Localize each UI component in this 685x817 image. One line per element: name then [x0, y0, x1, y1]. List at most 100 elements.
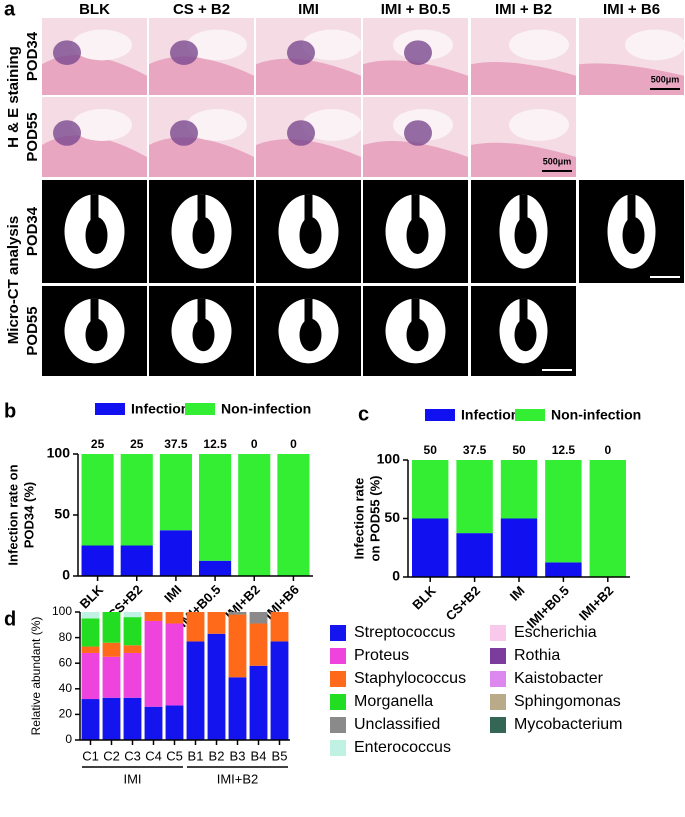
ct-gap [304, 298, 313, 326]
bar-segment [207, 612, 226, 634]
legend-label: Proteus [354, 647, 409, 664]
group-label: IMI [123, 771, 141, 786]
x-tick-label: IMI+B2 [576, 583, 616, 623]
x-tick-label: C3 [124, 748, 141, 763]
ct-hole [299, 318, 322, 352]
ct-gap [411, 298, 420, 326]
y-axis-label: Infection rate [351, 478, 366, 560]
column-header: IMI [298, 1, 319, 18]
legend-label: Infection [461, 407, 519, 423]
he-cavity [302, 109, 362, 141]
legend-label: Unclassified [354, 716, 440, 733]
column-header: BLK [79, 1, 110, 18]
bar-segment [589, 460, 627, 577]
x-tick-label: C4 [145, 748, 162, 763]
bar-segment [165, 705, 184, 740]
x-tick-label: B4 [251, 748, 267, 763]
bar-segment [144, 706, 163, 740]
he-tissue [149, 56, 254, 95]
legend-swatch [490, 625, 506, 641]
bar-segment [102, 697, 121, 740]
bar-segment [500, 518, 538, 577]
he-infiltrate [170, 40, 198, 65]
bar-segment [144, 612, 163, 621]
bar-segment [270, 612, 289, 642]
bar-segment [270, 641, 289, 740]
bar-segment [159, 530, 192, 576]
legend-label: Kaistobacter [514, 670, 604, 687]
legend-swatch [330, 671, 346, 687]
ct-hole [406, 318, 429, 352]
ct-hole [85, 216, 108, 255]
y-tick-label: 0 [62, 567, 70, 583]
he-tissue [42, 135, 147, 177]
row-group-label: Micro-CT analysis [5, 216, 22, 344]
group-label: IMI+B2 [217, 771, 259, 786]
legend-label: Non-infection [221, 401, 311, 417]
bar-segment [545, 460, 582, 563]
bar-segment [238, 454, 271, 576]
x-tick-label: B2 [209, 748, 225, 763]
bar-segment [81, 545, 114, 576]
legend-swatch [490, 694, 506, 710]
column-header: IMI + B0.5 [381, 1, 451, 18]
legend-label: Enterococcus [354, 739, 451, 756]
data-label: 12.5 [203, 437, 227, 451]
bar-segment [545, 562, 582, 577]
ct-hole [514, 216, 537, 255]
he-infiltrate [170, 120, 198, 146]
legend-label: Sphingomonas [514, 693, 621, 710]
bar-segment [81, 699, 100, 740]
ct-gap [90, 194, 99, 226]
y-tick-label: 0 [392, 568, 400, 584]
data-label: 0 [290, 437, 297, 451]
ct-hole [192, 216, 215, 255]
row-label: POD55 [24, 112, 41, 161]
ct-hole [299, 216, 322, 255]
row-label: POD34 [24, 206, 41, 256]
bar-segment [277, 454, 310, 576]
data-label: 25 [130, 437, 144, 451]
legend-label: Staphylococcus [354, 670, 466, 687]
bar-segment [123, 612, 142, 618]
data-label: 50 [424, 443, 438, 457]
panel-label: a [4, 0, 16, 20]
y-axis-label: Infection rate on [5, 464, 20, 565]
y-tick-label: 100 [47, 445, 71, 461]
he-cavity [509, 29, 569, 61]
bar-segment [81, 454, 114, 546]
bar-segment [81, 652, 100, 700]
column-header: IMI + B2 [495, 1, 552, 18]
x-tick-label: C1 [82, 748, 99, 763]
x-tick-label: CS+B2 [443, 583, 484, 624]
scale-bar-label: 500μm [651, 74, 680, 84]
legend-swatch [95, 403, 125, 415]
legend-swatch [330, 740, 346, 756]
legend-label: Escherichia [514, 624, 597, 641]
legend-swatch [515, 409, 545, 421]
bar-segment [500, 460, 538, 519]
legend-swatch [330, 694, 346, 710]
ct-gap [90, 298, 99, 326]
he-tissue [256, 139, 361, 177]
ct-gap [197, 298, 206, 326]
bar-segment [207, 633, 226, 740]
y-tick-label: 100 [52, 604, 72, 618]
legend-swatch [330, 717, 346, 733]
bar-segment [81, 612, 100, 619]
bar-segment [120, 545, 153, 576]
ct-hole [192, 318, 215, 352]
bar-segment [123, 697, 142, 740]
y-tick-label: 20 [59, 707, 73, 721]
bar-segment [199, 560, 232, 576]
bar-segment [249, 612, 268, 624]
bar-segment [120, 454, 153, 546]
bar-segment [456, 533, 493, 577]
legend-label: Streptococcus [354, 624, 455, 641]
bar-segment [411, 460, 449, 519]
y-tick-label: 100 [377, 451, 401, 467]
y-tick-label: 50 [54, 506, 70, 522]
ct-hole [406, 216, 429, 255]
bar-segment [81, 646, 100, 653]
he-infiltrate [53, 40, 81, 65]
